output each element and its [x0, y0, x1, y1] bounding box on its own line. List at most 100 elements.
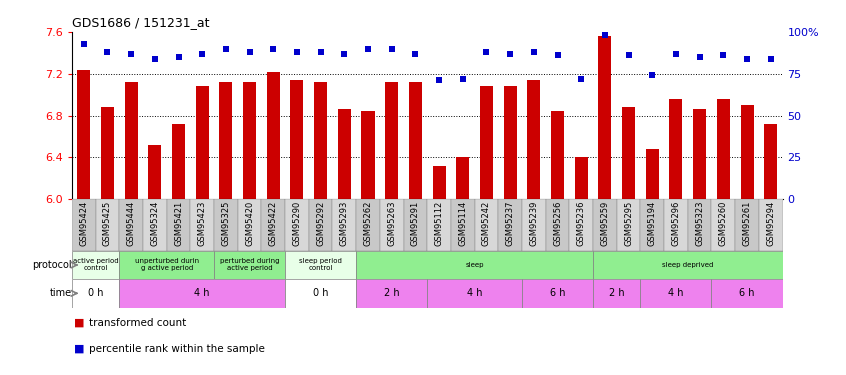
- Text: protocol: protocol: [32, 260, 71, 270]
- Text: 6 h: 6 h: [739, 288, 755, 298]
- Point: [527, 49, 541, 55]
- Text: GSM95293: GSM95293: [340, 200, 349, 246]
- Text: ■: ■: [74, 318, 85, 327]
- Point: [148, 56, 162, 62]
- Bar: [617, 199, 640, 251]
- Point: [645, 72, 659, 78]
- Bar: [574, 158, 588, 199]
- Text: 0 h: 0 h: [313, 288, 328, 298]
- Bar: [711, 279, 783, 308]
- Text: active period
control: active period control: [73, 258, 118, 272]
- Text: 4 h: 4 h: [467, 288, 482, 298]
- Point: [195, 51, 209, 57]
- Bar: [622, 107, 635, 199]
- Bar: [96, 199, 119, 251]
- Bar: [498, 199, 522, 251]
- Bar: [759, 199, 783, 251]
- Text: transformed count: transformed count: [89, 318, 186, 327]
- Bar: [72, 199, 96, 251]
- Bar: [593, 279, 640, 308]
- Bar: [640, 279, 711, 308]
- Text: time: time: [49, 288, 71, 298]
- Point: [456, 76, 470, 82]
- Bar: [285, 199, 309, 251]
- Bar: [546, 199, 569, 251]
- Bar: [172, 124, 185, 199]
- Bar: [740, 105, 754, 199]
- Bar: [124, 82, 138, 199]
- Text: GSM95425: GSM95425: [103, 200, 112, 246]
- Bar: [522, 279, 593, 308]
- Bar: [717, 99, 730, 199]
- Point: [764, 56, 777, 62]
- Bar: [688, 199, 711, 251]
- Bar: [101, 107, 114, 199]
- Point: [338, 51, 351, 57]
- Text: GDS1686 / 151231_at: GDS1686 / 151231_at: [72, 16, 210, 29]
- Bar: [285, 251, 356, 279]
- Bar: [735, 199, 759, 251]
- Point: [266, 46, 280, 52]
- Bar: [432, 166, 446, 199]
- Text: 2 h: 2 h: [384, 288, 399, 298]
- Point: [385, 46, 398, 52]
- Text: GSM95112: GSM95112: [435, 200, 443, 246]
- Text: unperturbed durin
g active period: unperturbed durin g active period: [135, 258, 199, 272]
- Bar: [119, 279, 285, 308]
- Bar: [290, 80, 304, 199]
- Bar: [356, 279, 427, 308]
- Bar: [314, 82, 327, 199]
- Point: [717, 53, 730, 58]
- Text: 4 h: 4 h: [668, 288, 684, 298]
- Bar: [664, 199, 688, 251]
- Bar: [427, 199, 451, 251]
- Bar: [361, 111, 375, 199]
- Bar: [522, 199, 546, 251]
- Bar: [266, 72, 280, 199]
- Bar: [551, 111, 564, 199]
- Text: GSM95242: GSM95242: [482, 200, 491, 246]
- Bar: [356, 199, 380, 251]
- Bar: [380, 199, 404, 251]
- Point: [77, 40, 91, 46]
- Bar: [475, 199, 498, 251]
- Bar: [527, 80, 541, 199]
- Text: GSM95296: GSM95296: [672, 200, 680, 246]
- Point: [622, 53, 635, 58]
- Bar: [385, 82, 398, 199]
- Bar: [243, 82, 256, 199]
- Bar: [451, 199, 475, 251]
- Bar: [119, 199, 143, 251]
- Bar: [711, 199, 735, 251]
- Bar: [338, 110, 351, 199]
- Text: GSM95424: GSM95424: [80, 200, 88, 246]
- Bar: [693, 110, 706, 199]
- Point: [693, 54, 706, 60]
- Bar: [404, 199, 427, 251]
- Point: [598, 32, 612, 38]
- Text: GSM95421: GSM95421: [174, 200, 183, 246]
- Bar: [598, 36, 612, 199]
- Text: GSM95423: GSM95423: [198, 200, 206, 246]
- Bar: [356, 251, 593, 279]
- Text: 0 h: 0 h: [88, 288, 103, 298]
- Text: GSM95114: GSM95114: [459, 200, 467, 246]
- Text: GSM95324: GSM95324: [151, 200, 159, 246]
- Bar: [409, 82, 422, 199]
- Text: GSM95325: GSM95325: [222, 200, 230, 246]
- Bar: [593, 251, 783, 279]
- Text: GSM95292: GSM95292: [316, 200, 325, 246]
- Text: GSM95239: GSM95239: [530, 200, 538, 246]
- Text: 4 h: 4 h: [195, 288, 210, 298]
- Point: [669, 51, 683, 57]
- Text: GSM95262: GSM95262: [364, 200, 372, 246]
- Bar: [72, 279, 119, 308]
- Point: [219, 46, 233, 52]
- Point: [243, 49, 256, 55]
- Bar: [593, 199, 617, 251]
- Text: GSM95236: GSM95236: [577, 200, 585, 246]
- Text: GSM95261: GSM95261: [743, 200, 751, 246]
- Point: [503, 51, 517, 57]
- Text: sleep deprived: sleep deprived: [662, 262, 713, 268]
- Text: GSM95259: GSM95259: [601, 200, 609, 246]
